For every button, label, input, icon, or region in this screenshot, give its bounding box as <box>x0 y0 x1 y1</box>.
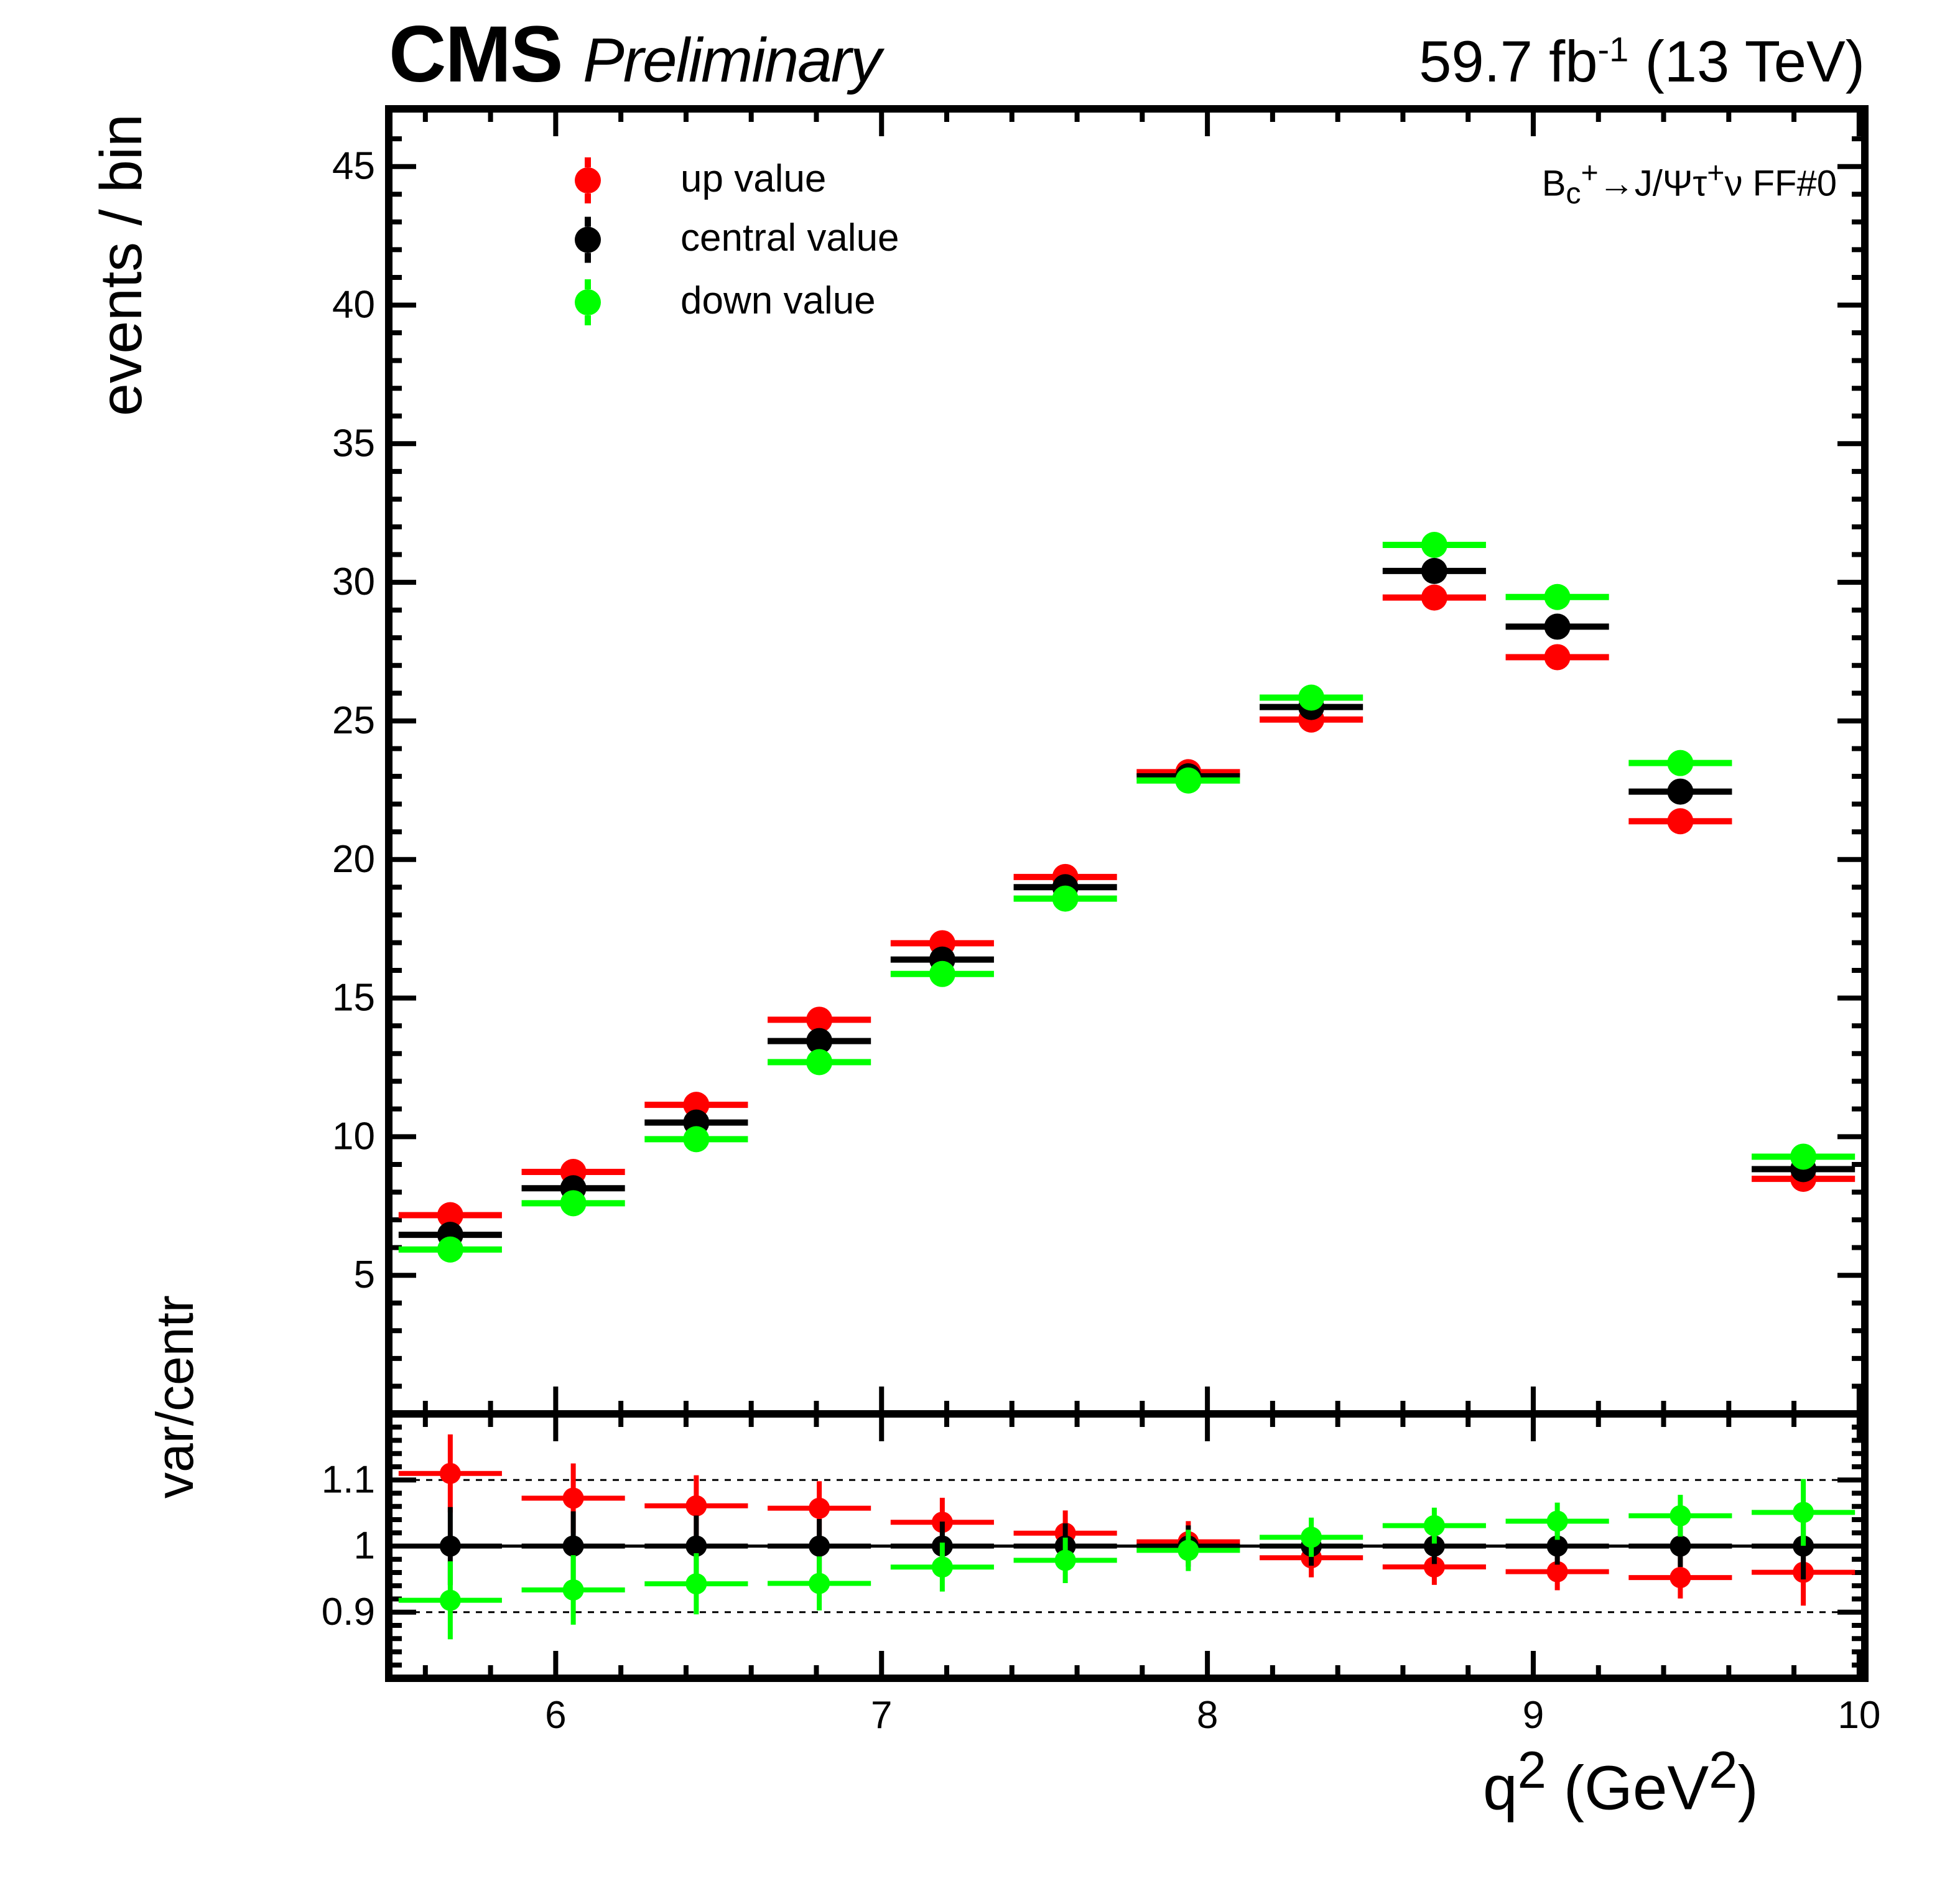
svg-text:0.9: 0.9 <box>322 1591 375 1633</box>
svg-text:10: 10 <box>1837 1694 1880 1737</box>
svg-text:40: 40 <box>332 284 375 327</box>
svg-text:6: 6 <box>545 1694 566 1737</box>
svg-text:45: 45 <box>332 145 375 188</box>
svg-text:10: 10 <box>332 1115 375 1158</box>
svg-text:1: 1 <box>354 1525 375 1568</box>
svg-text:35: 35 <box>332 422 375 465</box>
svg-text:5: 5 <box>354 1253 375 1296</box>
svg-text:20: 20 <box>332 838 375 881</box>
svg-text:1.1: 1.1 <box>322 1458 375 1501</box>
svg-text:9: 9 <box>1523 1694 1544 1737</box>
svg-text:30: 30 <box>332 560 375 603</box>
svg-text:7: 7 <box>871 1694 892 1737</box>
svg-text:15: 15 <box>332 977 375 1020</box>
svg-text:25: 25 <box>332 699 375 742</box>
svg-text:8: 8 <box>1197 1694 1218 1737</box>
